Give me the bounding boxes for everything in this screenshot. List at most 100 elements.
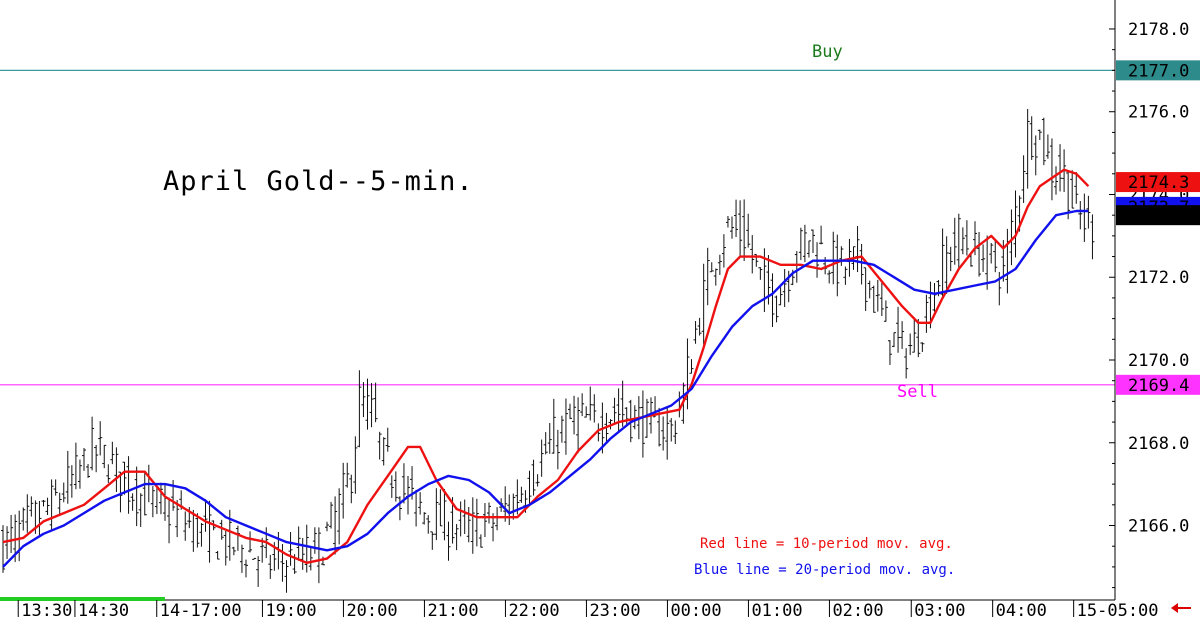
price-bar xyxy=(559,415,564,443)
price-bar xyxy=(944,236,949,294)
y-tick-label: 2170.0 xyxy=(1128,351,1189,371)
price-bar xyxy=(531,459,536,496)
scroll-left-arrow-icon[interactable] xyxy=(1171,603,1191,613)
price-bar xyxy=(859,243,864,285)
x-tick-label: 14:30 xyxy=(78,601,129,617)
price-bar xyxy=(584,406,589,418)
price-bar xyxy=(377,431,382,460)
price-bar xyxy=(308,546,313,571)
price-bar xyxy=(875,279,880,312)
price-bar xyxy=(920,342,925,353)
x-tick-label: 03:00 xyxy=(914,601,965,617)
price-bar xyxy=(892,332,896,348)
price-bar xyxy=(256,556,261,587)
price-bar xyxy=(65,450,70,504)
price-bar xyxy=(912,317,917,353)
price-bar xyxy=(900,321,905,349)
price-bar xyxy=(1090,214,1095,260)
price-bar xyxy=(434,488,439,541)
price-bar xyxy=(215,550,220,560)
price-bar xyxy=(693,321,698,344)
price-bar xyxy=(1058,144,1063,192)
price-bar xyxy=(568,403,572,419)
price-bar xyxy=(1054,166,1058,195)
price-bar xyxy=(827,270,832,284)
price-bar xyxy=(673,420,678,444)
x-tick-label: 22:00 xyxy=(508,601,559,617)
price-bar xyxy=(960,227,965,255)
price-bar xyxy=(1021,155,1026,204)
price-bar xyxy=(644,398,649,438)
price-bar xyxy=(312,527,317,554)
price-bar xyxy=(487,502,491,524)
price-bar xyxy=(977,232,982,277)
price-bar xyxy=(422,512,427,525)
legend-ma20: Blue line = 20-period mov. avg. xyxy=(694,562,955,578)
price-bar xyxy=(896,306,901,353)
price-bar xyxy=(1074,171,1079,204)
price-bar xyxy=(539,439,544,477)
price-bar xyxy=(438,489,443,527)
price-bar xyxy=(239,544,244,573)
price-bar xyxy=(503,486,508,522)
y-tick-label: 2168.0 xyxy=(1128,434,1189,454)
price-bar xyxy=(219,519,224,540)
x-tick-label: 19:00 xyxy=(265,601,316,617)
price-bar xyxy=(616,388,621,433)
price-bar xyxy=(393,471,398,502)
price-bar xyxy=(592,394,597,423)
price-bar xyxy=(337,488,342,545)
price-bar xyxy=(57,492,62,516)
buy-line-tag: 2177.0 xyxy=(1116,60,1200,81)
x-tick-label: 00:00 xyxy=(670,601,721,617)
x-tick-label: 23:00 xyxy=(589,601,640,617)
price-bar xyxy=(843,266,848,285)
price-bar xyxy=(357,370,362,448)
price-bar xyxy=(1041,117,1046,166)
price-bar xyxy=(519,486,524,503)
price-bar xyxy=(122,461,127,495)
price-bar xyxy=(725,216,730,228)
price-bar xyxy=(632,405,637,430)
sell-line-tag: 2169.4 xyxy=(1116,374,1200,396)
price-bar xyxy=(345,462,350,488)
price-bar xyxy=(742,199,747,262)
price-bar xyxy=(770,273,775,328)
y-axis: 2178.02176.02174.02172.02170.02168.02166… xyxy=(1109,20,1189,589)
ma10-last-tag: 2174.3 xyxy=(1116,172,1200,193)
price-bar xyxy=(1037,129,1042,141)
price-bar xyxy=(199,523,204,547)
price-bar xyxy=(1045,134,1050,159)
ma10-line xyxy=(2,168,1090,564)
price-bar xyxy=(381,437,386,466)
price-bar xyxy=(49,479,54,532)
price-bar xyxy=(580,393,585,417)
svg-text:2173.5: 2173.5 xyxy=(1128,206,1189,226)
y-tick-label: 2178.0 xyxy=(1128,20,1189,40)
price-bar xyxy=(588,386,593,421)
price-bar xyxy=(207,500,212,563)
price-bar xyxy=(369,382,374,428)
price-bar xyxy=(839,246,844,266)
price-bar xyxy=(280,544,285,582)
price-bar xyxy=(782,269,787,307)
price-bar xyxy=(446,521,451,561)
price-bar xyxy=(1,525,5,573)
price-bar xyxy=(252,557,257,560)
price-bar xyxy=(904,348,909,379)
price-bar xyxy=(709,262,714,273)
price-bar xyxy=(21,507,26,531)
price-bar xyxy=(102,444,107,469)
svg-text:2174.3: 2174.3 xyxy=(1128,173,1189,193)
y-tick-label: 2176.0 xyxy=(1128,103,1189,123)
price-bar xyxy=(1033,135,1038,176)
price-bar xyxy=(231,546,236,556)
price-bar xyxy=(349,474,354,504)
price-bar xyxy=(90,416,95,471)
price-bar xyxy=(426,515,431,534)
price-bar xyxy=(746,213,751,248)
price-bar xyxy=(948,246,953,272)
price-bar xyxy=(831,231,836,285)
session-highlight-bar xyxy=(0,597,165,601)
